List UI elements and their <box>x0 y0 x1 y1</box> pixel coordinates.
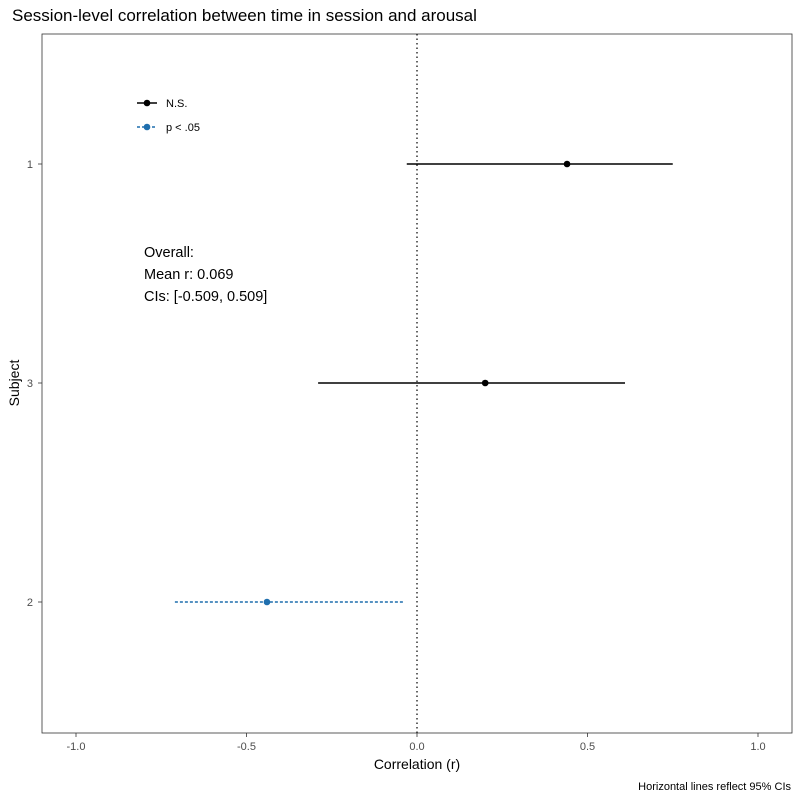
x-tick-label: 0.0 <box>409 741 424 753</box>
point-estimate-subject-3 <box>481 379 489 387</box>
y-tick-label: 1 <box>27 159 33 171</box>
legend-label: p < .05 <box>166 122 200 134</box>
x-tick-label: 1.0 <box>750 741 765 753</box>
point-estimate-subject-1 <box>563 160 571 168</box>
marks-layer <box>174 160 673 606</box>
y-tick-label: 3 <box>27 378 33 390</box>
x-axis-ticks: -1.0 -0.5 0.0 0.5 1.0 <box>67 733 766 753</box>
annotation-line: Overall: <box>144 245 194 261</box>
legend: N.S. p < .05 <box>137 98 200 134</box>
overall-annotation: Overall: Mean r: 0.069 CIs: [-0.509, 0.509… <box>144 245 267 305</box>
legend-key-point <box>143 123 151 131</box>
y-axis-title: Subject <box>6 360 22 407</box>
x-tick-label: -0.5 <box>237 741 256 753</box>
x-tick-label: -1.0 <box>67 741 86 753</box>
y-tick-label: 2 <box>27 597 33 609</box>
annotation-line: Mean r: 0.069 <box>144 267 233 283</box>
x-tick-label: 0.5 <box>580 741 595 753</box>
legend-label: N.S. <box>166 98 187 110</box>
annotation-line: CIs: [-0.509, 0.509] <box>144 289 267 305</box>
x-axis-title: Correlation (r) <box>374 756 460 772</box>
point-estimate-subject-2 <box>263 598 271 606</box>
caption: Horizontal lines reflect 95% CIs <box>638 781 791 793</box>
chart-title: Session-level correlation between time i… <box>12 6 477 25</box>
y-axis-ticks: 1 3 2 <box>27 159 42 609</box>
legend-key-point <box>143 99 151 107</box>
